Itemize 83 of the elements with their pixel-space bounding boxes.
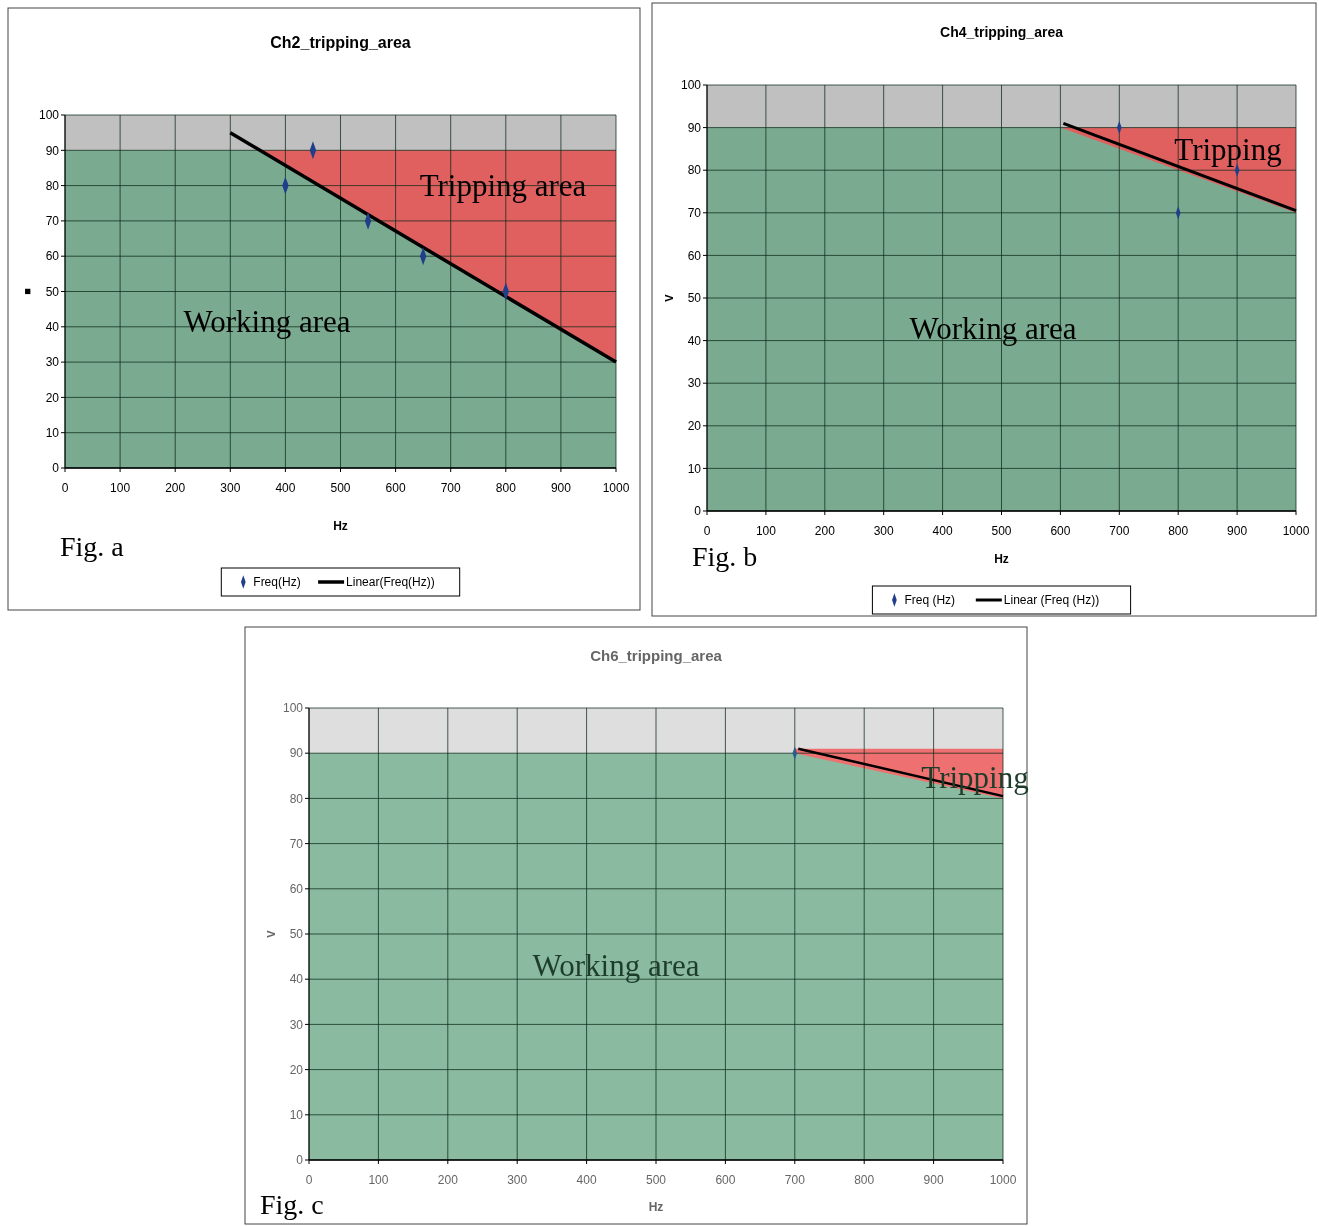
x-tick-label: 100	[755, 524, 777, 538]
x-tick-label: 1000	[1282, 524, 1310, 538]
y-tick-label: 0	[52, 461, 60, 476]
y-tick-label: 60	[45, 249, 60, 264]
y-tick-label: 100	[38, 108, 60, 123]
x-tick-label: 600	[385, 481, 406, 495]
y-tick-label: 90	[45, 143, 60, 158]
x-tick-label: 200	[437, 1173, 459, 1187]
x-tick-label: 100	[368, 1173, 389, 1187]
y-tick-label: 0	[694, 504, 702, 519]
x-tick-label: 300	[507, 1173, 528, 1187]
y-tick-label: 70	[687, 206, 702, 220]
legend-label: Freq (Hz)	[904, 593, 956, 608]
y-axis-title: V	[662, 293, 675, 302]
x-tick-label: 0	[703, 524, 711, 538]
y-tick-label: 30	[45, 355, 60, 370]
text: Fig. c	[260, 1189, 324, 1220]
legend-label: Linear (Freq (Hz))	[1003, 593, 1100, 608]
y-axis-title: V	[264, 929, 277, 938]
x-tick-label: 800	[854, 1173, 875, 1187]
y-axis-title: ■	[20, 288, 33, 295]
x-tick-label: 0	[305, 1173, 313, 1187]
text: Fig. b	[692, 541, 758, 572]
y-tick-label: 90	[687, 120, 702, 135]
y-tick-label: 50	[289, 927, 304, 942]
x-tick-label: 800	[1168, 524, 1189, 538]
x-tick-label: 900	[1227, 524, 1248, 538]
y-tick-label: 70	[45, 214, 60, 229]
x-tick-label: 200	[814, 524, 836, 538]
x-axis-title: Hz	[333, 519, 348, 533]
x-tick-label: 600	[1050, 524, 1071, 538]
y-tick-label: 70	[289, 836, 304, 851]
x-tick-label: 500	[645, 1173, 667, 1187]
y-tick-label: 20	[45, 390, 60, 405]
y-tick-label: 10	[687, 461, 702, 476]
y-tick-label: 0	[296, 1153, 304, 1168]
y-tick-label: 90	[289, 746, 304, 761]
x-axis-title: Hz	[648, 1200, 664, 1214]
x-tick-label: 300	[873, 524, 895, 538]
x-axis-title: Hz	[994, 552, 1009, 566]
y-tick-label: 20	[289, 1062, 304, 1077]
y-tick-label: 100	[282, 701, 304, 716]
x-tick-label: 400	[932, 524, 953, 538]
y-tick-label: 40	[45, 320, 60, 334]
x-tick-label: 700	[440, 481, 462, 495]
y-tick-label: 20	[687, 419, 702, 433]
y-tick-label: 50	[687, 291, 702, 306]
x-tick-label: 0	[61, 481, 69, 495]
y-tick-label: 80	[289, 791, 304, 806]
y-tick-label: 100	[680, 78, 702, 93]
chart-title: Ch4_tripping_area	[940, 24, 1064, 40]
legend-label: Freq(Hz)	[253, 575, 301, 590]
x-tick-label: 700	[784, 1173, 806, 1187]
y-tick-label: 10	[289, 1108, 304, 1122]
text: Fig. a	[60, 531, 125, 562]
y-tick-label: 60	[289, 882, 304, 896]
y-tick-label: 50	[45, 284, 60, 299]
x-tick-label: 500	[991, 524, 1012, 538]
y-tick-label: 40	[289, 972, 304, 987]
y-tick-label: 60	[687, 248, 702, 263]
legend-label: Linear(Freq(Hz))	[346, 575, 435, 590]
y-tick-label: 80	[687, 163, 702, 178]
x-tick-label: 400	[576, 1173, 597, 1187]
x-tick-label: 800	[495, 481, 517, 495]
y-tick-label: 80	[45, 178, 60, 193]
y-tick-label: 40	[687, 333, 702, 348]
x-tick-label: 300	[220, 481, 241, 495]
x-tick-label: 1000	[989, 1173, 1017, 1187]
x-tick-label: 700	[1109, 524, 1130, 538]
y-tick-label: 30	[289, 1017, 304, 1032]
y-tick-label: 10	[45, 425, 60, 440]
x-tick-label: 900	[550, 481, 572, 495]
y-tick-label: 30	[687, 376, 702, 391]
x-tick-label: 900	[923, 1173, 944, 1187]
x-tick-label: 1000	[602, 481, 630, 495]
chart-title: Ch2_tripping_area	[270, 34, 411, 51]
annotation: Tripping	[1174, 131, 1282, 167]
x-tick-label: 100	[110, 481, 131, 495]
x-tick-label: 600	[715, 1173, 736, 1187]
x-tick-label: 200	[165, 481, 186, 495]
x-tick-label: 400	[275, 481, 296, 495]
x-tick-label: 500	[330, 481, 351, 495]
chart-title: Ch6_tripping_area	[590, 647, 723, 664]
